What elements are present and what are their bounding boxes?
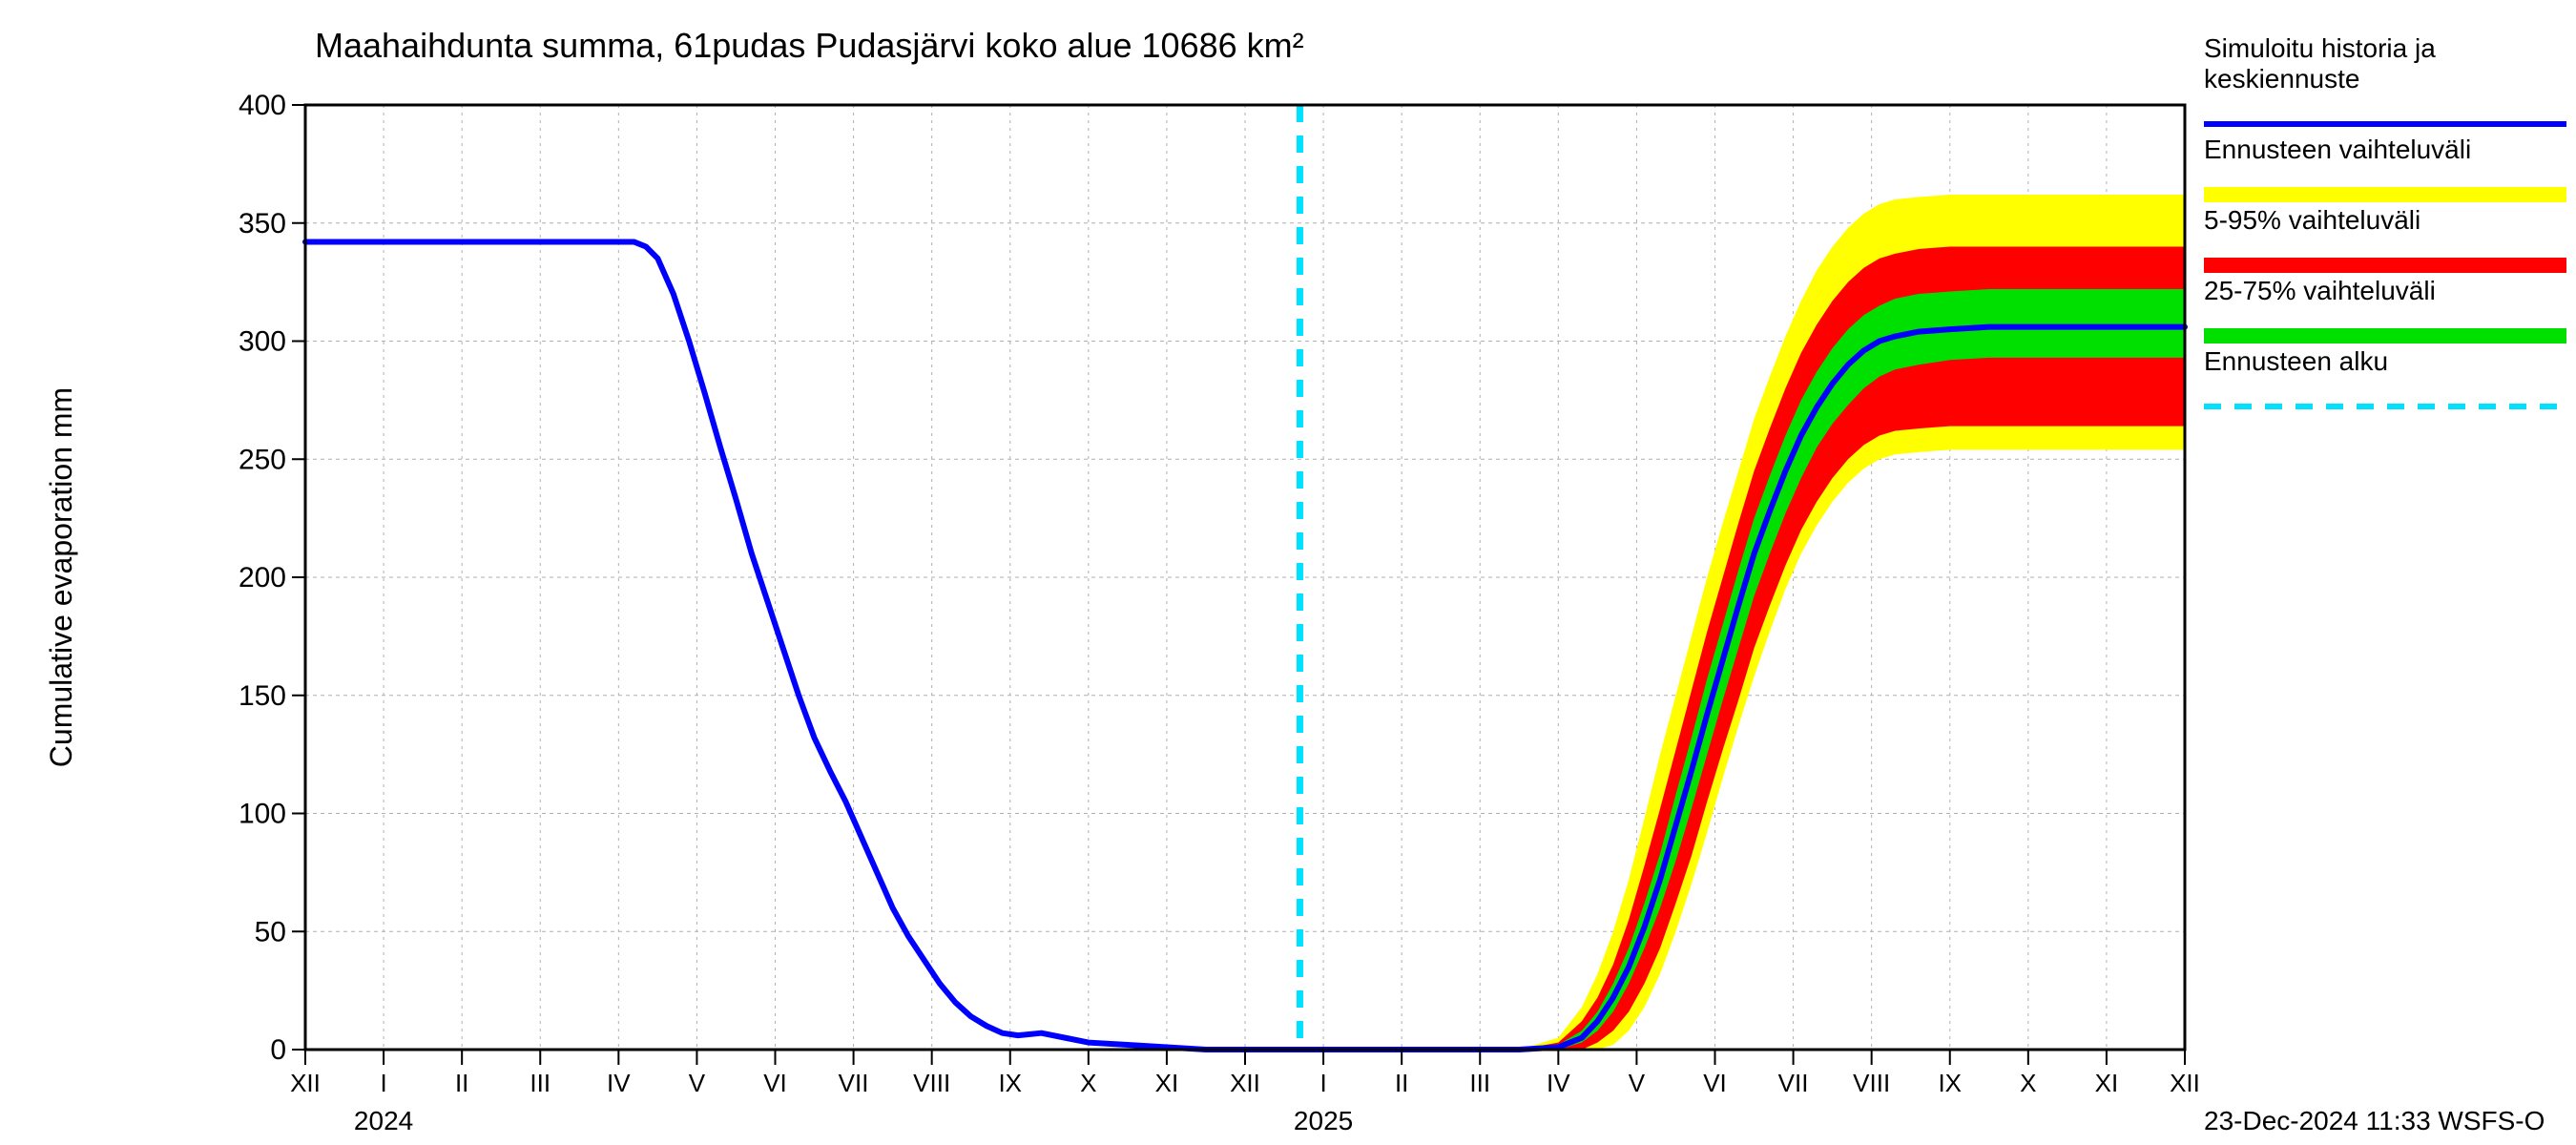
x-tick-label: X bbox=[2020, 1069, 2036, 1097]
x-tick-label: X bbox=[1080, 1069, 1096, 1097]
x-tick-label: III bbox=[530, 1069, 551, 1097]
x-tick-label: VIII bbox=[913, 1069, 950, 1097]
x-tick-label: II bbox=[1395, 1069, 1408, 1097]
y-tick-label: 350 bbox=[239, 208, 286, 239]
x-tick-label: I bbox=[1319, 1069, 1326, 1097]
x-tick-label: VI bbox=[1703, 1069, 1727, 1097]
y-tick-label: 50 bbox=[255, 916, 286, 947]
x-tick-label: VII bbox=[1778, 1069, 1809, 1097]
x-tick-label: V bbox=[689, 1069, 706, 1097]
x-tick-label: IV bbox=[1547, 1069, 1570, 1097]
x-year-label: 2024 bbox=[354, 1106, 413, 1135]
y-tick-label: 400 bbox=[239, 90, 286, 121]
x-tick-label: XII bbox=[1230, 1069, 1260, 1097]
x-tick-label: II bbox=[455, 1069, 468, 1097]
x-tick-label: XI bbox=[2095, 1069, 2119, 1097]
x-tick-label: XII bbox=[2170, 1069, 2200, 1097]
y-tick-label: 100 bbox=[239, 799, 286, 830]
x-tick-label: IX bbox=[1938, 1069, 1962, 1097]
y-axis-label: Cumulative evaporation mm bbox=[44, 387, 78, 767]
y-tick-label: 150 bbox=[239, 680, 286, 712]
x-tick-label: III bbox=[1469, 1069, 1490, 1097]
legend-label: keskiennuste bbox=[2204, 64, 2359, 94]
chart-background bbox=[0, 0, 2576, 1145]
x-tick-label: V bbox=[1629, 1069, 1646, 1097]
x-tick-label: IX bbox=[998, 1069, 1022, 1097]
chart-container: Maahaihdunta summa, 61pudas Pudasjärvi k… bbox=[0, 0, 2576, 1145]
legend-label: 5-95% vaihteluväli bbox=[2204, 205, 2420, 235]
x-year-label: 2025 bbox=[1294, 1106, 1353, 1135]
chart-title: Maahaihdunta summa, 61pudas Pudasjärvi k… bbox=[315, 26, 1304, 65]
chart-svg: Maahaihdunta summa, 61pudas Pudasjärvi k… bbox=[0, 0, 2576, 1145]
x-tick-label: XI bbox=[1155, 1069, 1179, 1097]
legend-label: Simuloitu historia ja bbox=[2204, 33, 2436, 63]
y-tick-label: 300 bbox=[239, 326, 286, 358]
y-tick-label: 200 bbox=[239, 562, 286, 593]
legend-label: Ennusteen vaihteluväli bbox=[2204, 135, 2471, 164]
y-tick-label: 250 bbox=[239, 444, 286, 475]
y-tick-label: 0 bbox=[270, 1034, 286, 1066]
x-tick-label: VII bbox=[839, 1069, 869, 1097]
x-tick-label: VI bbox=[763, 1069, 787, 1097]
footer-timestamp: 23-Dec-2024 11:33 WSFS-O bbox=[2204, 1106, 2545, 1135]
legend-label: 25-75% vaihteluväli bbox=[2204, 276, 2436, 305]
legend-label: Ennusteen alku bbox=[2204, 346, 2388, 376]
x-tick-label: IV bbox=[607, 1069, 631, 1097]
x-tick-label: XII bbox=[290, 1069, 321, 1097]
x-tick-label: I bbox=[380, 1069, 386, 1097]
x-tick-label: VIII bbox=[1853, 1069, 1890, 1097]
